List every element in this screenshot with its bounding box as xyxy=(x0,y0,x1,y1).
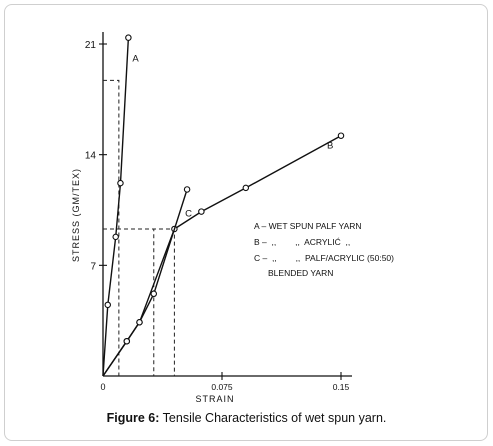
figure-frame xyxy=(4,4,488,441)
series-label-a: A xyxy=(132,54,139,65)
legend-entry: A – WET SPUN PALF YARN xyxy=(254,221,362,231)
series-layer xyxy=(102,34,345,377)
data-point xyxy=(337,132,345,139)
y-tick-label: 7 xyxy=(90,261,96,272)
y-tick-label: 21 xyxy=(85,40,97,51)
y-tick-label: 14 xyxy=(85,151,97,162)
series-label-c: C xyxy=(185,208,192,219)
x-tick-label: 0.15 xyxy=(333,382,350,392)
x-axis-title: STRAIN xyxy=(195,394,234,404)
legend-entry: C – ,, ,, PALF/ACRYLIC (50:50) xyxy=(254,253,394,263)
series-label-b: B xyxy=(327,141,333,152)
caption-label: Figure 6: xyxy=(106,411,160,425)
data-point xyxy=(112,233,119,241)
data-point xyxy=(117,179,124,187)
origin-label: 0 xyxy=(100,382,105,392)
caption-text: Tensile Characteristics of wet spun yarn… xyxy=(159,411,387,425)
y-axis-title: STRESS (GM/TEX) xyxy=(71,168,81,262)
reference-line-a xyxy=(103,79,120,376)
reference-lines xyxy=(103,79,175,376)
legend: A – WET SPUN PALF YARN B – ,, ,, ACRYLIĆ … xyxy=(254,221,394,278)
legend-entry: BLENDED YARN xyxy=(268,268,333,278)
reference-line-c xyxy=(103,228,155,376)
x-tick-label: 0.075 xyxy=(211,382,233,392)
data-point xyxy=(198,208,205,215)
data-point xyxy=(183,186,191,193)
data-point xyxy=(150,290,158,298)
legend-entry: B – ,, ,, ACRYLIĆ ,, xyxy=(254,237,350,247)
series-line-a xyxy=(102,37,130,377)
data-point xyxy=(136,318,143,326)
axes: 7 14 21 0.075 0.15 0 STRAIN STRESS (GM/TEX) xyxy=(71,32,352,404)
data-point xyxy=(123,337,131,345)
data-point xyxy=(125,34,132,41)
figure-caption: Figure 6: Tensile Characteristics of wet… xyxy=(0,411,493,425)
labels-layer: A B C xyxy=(132,54,333,220)
data-point xyxy=(242,184,250,192)
data-point xyxy=(104,301,112,309)
